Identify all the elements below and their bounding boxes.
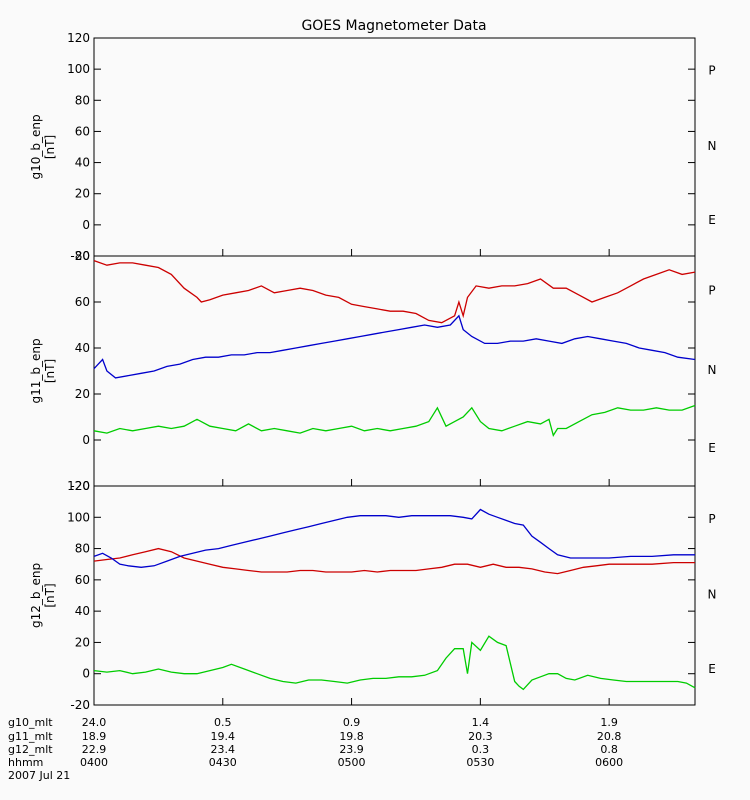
y-tick-label: 120 <box>67 479 90 493</box>
legend-N: N <box>708 587 717 601</box>
panel-3: -20 0 20 40 60 80 100 120 g12_b_enp [nT] P N E <box>29 479 716 712</box>
series-line-N <box>93 404 696 438</box>
legend-E: E <box>708 662 716 676</box>
x-row-value: 0600 <box>595 756 623 769</box>
panel-1: -20 0 20 40 60 80 100 120 g10_b_enp [nT] P N E <box>29 31 716 263</box>
y-tick-label: 100 <box>67 62 90 76</box>
x-row-value: 0530 <box>466 756 494 769</box>
y-tick-label: 20 <box>75 187 90 201</box>
y-axis-unit: [nT] <box>43 359 57 383</box>
date-label: 2007 Jul 21 <box>8 769 70 782</box>
x-row-value: 23.9 <box>339 743 364 756</box>
y-axis-label: g11_b_enp <box>29 338 43 403</box>
x-row-value: 18.9 <box>82 730 107 743</box>
x-row-value: 0.5 <box>214 716 232 729</box>
y-tick-label: 80 <box>75 93 90 107</box>
legend-P: P <box>708 284 715 298</box>
x-row-value: 0500 <box>338 756 366 769</box>
y-axis-unit: [nT] <box>43 135 57 159</box>
y-axis-label: g10_b_enp <box>29 114 43 179</box>
y-axis-label: g12_b_enp <box>29 563 43 628</box>
y-axis-unit: [nT] <box>43 583 57 607</box>
x-row-value: 1.9 <box>600 716 618 729</box>
y-tick-label: 0 <box>82 218 90 232</box>
y-tick-label: 0 <box>82 667 90 681</box>
panel-2: -20 0 20 40 60 80 g11_b_enp [nT] P N E <box>29 249 716 493</box>
series-line-P <box>93 259 696 324</box>
y-tick-label: 0 <box>82 433 90 447</box>
y-tick-label: 60 <box>75 124 90 138</box>
y-tick-label: -20 <box>70 698 90 712</box>
x-row-label: g11_mlt <box>8 730 53 743</box>
x-row-value: 23.4 <box>211 743 236 756</box>
x-axis-labels: g10_mlt 24.0 0.5 0.9 1.4 1.9 g11_mlt 18.9 19.4 19… <box>8 716 623 769</box>
y-tick-label: 80 <box>75 249 90 263</box>
y-tick-label: 120 <box>67 31 90 45</box>
x-row-value: 19.4 <box>211 730 236 743</box>
y-tick-label: 20 <box>75 635 90 649</box>
y-tick-label: 60 <box>75 295 90 309</box>
y-tick-label: 100 <box>67 510 90 524</box>
y-tick-label: 80 <box>75 542 90 556</box>
y-tick-label: 40 <box>75 604 90 618</box>
chart-title: GOES Magnetometer Data <box>301 18 486 34</box>
y-tick-label: 40 <box>75 341 90 355</box>
y-tick-label: -20 <box>70 479 90 493</box>
x-row-value: 0.3 <box>472 743 490 756</box>
x-row-value: 0.8 <box>600 743 618 756</box>
legend-P: P <box>708 64 715 78</box>
x-row-value: 24.0 <box>82 716 107 729</box>
legend-P: P <box>708 512 715 526</box>
y-tick-label: 40 <box>75 156 90 170</box>
legend-E: E <box>708 441 716 455</box>
x-row-value: 19.8 <box>339 730 364 743</box>
series-line-E <box>93 508 695 568</box>
y-tick-label: -20 <box>70 249 90 263</box>
x-row-value: 22.9 <box>82 743 107 756</box>
series-line-E <box>93 314 696 379</box>
x-row-label: hhmm <box>8 756 43 769</box>
x-row-value: 0400 <box>80 756 108 769</box>
y-tick-label: 20 <box>75 387 90 401</box>
panel-frame <box>93 37 696 257</box>
legend-N: N <box>708 363 717 377</box>
panel-frame <box>93 485 696 706</box>
legend-E: E <box>708 213 716 227</box>
legend-N: N <box>708 139 717 153</box>
x-row-value: 1.4 <box>472 716 490 729</box>
panel-frame <box>93 255 696 487</box>
series-line-N <box>93 635 696 691</box>
series-line-P <box>93 547 695 575</box>
x-row-value: 0430 <box>209 756 237 769</box>
y-tick-label: 60 <box>75 573 90 587</box>
x-row-label: g12_mlt <box>8 743 53 756</box>
x-row-value: 20.3 <box>468 730 493 743</box>
x-row-value: 0.9 <box>343 716 361 729</box>
x-row-label: g10_mlt <box>8 716 53 729</box>
x-row-value: 20.8 <box>597 730 622 743</box>
